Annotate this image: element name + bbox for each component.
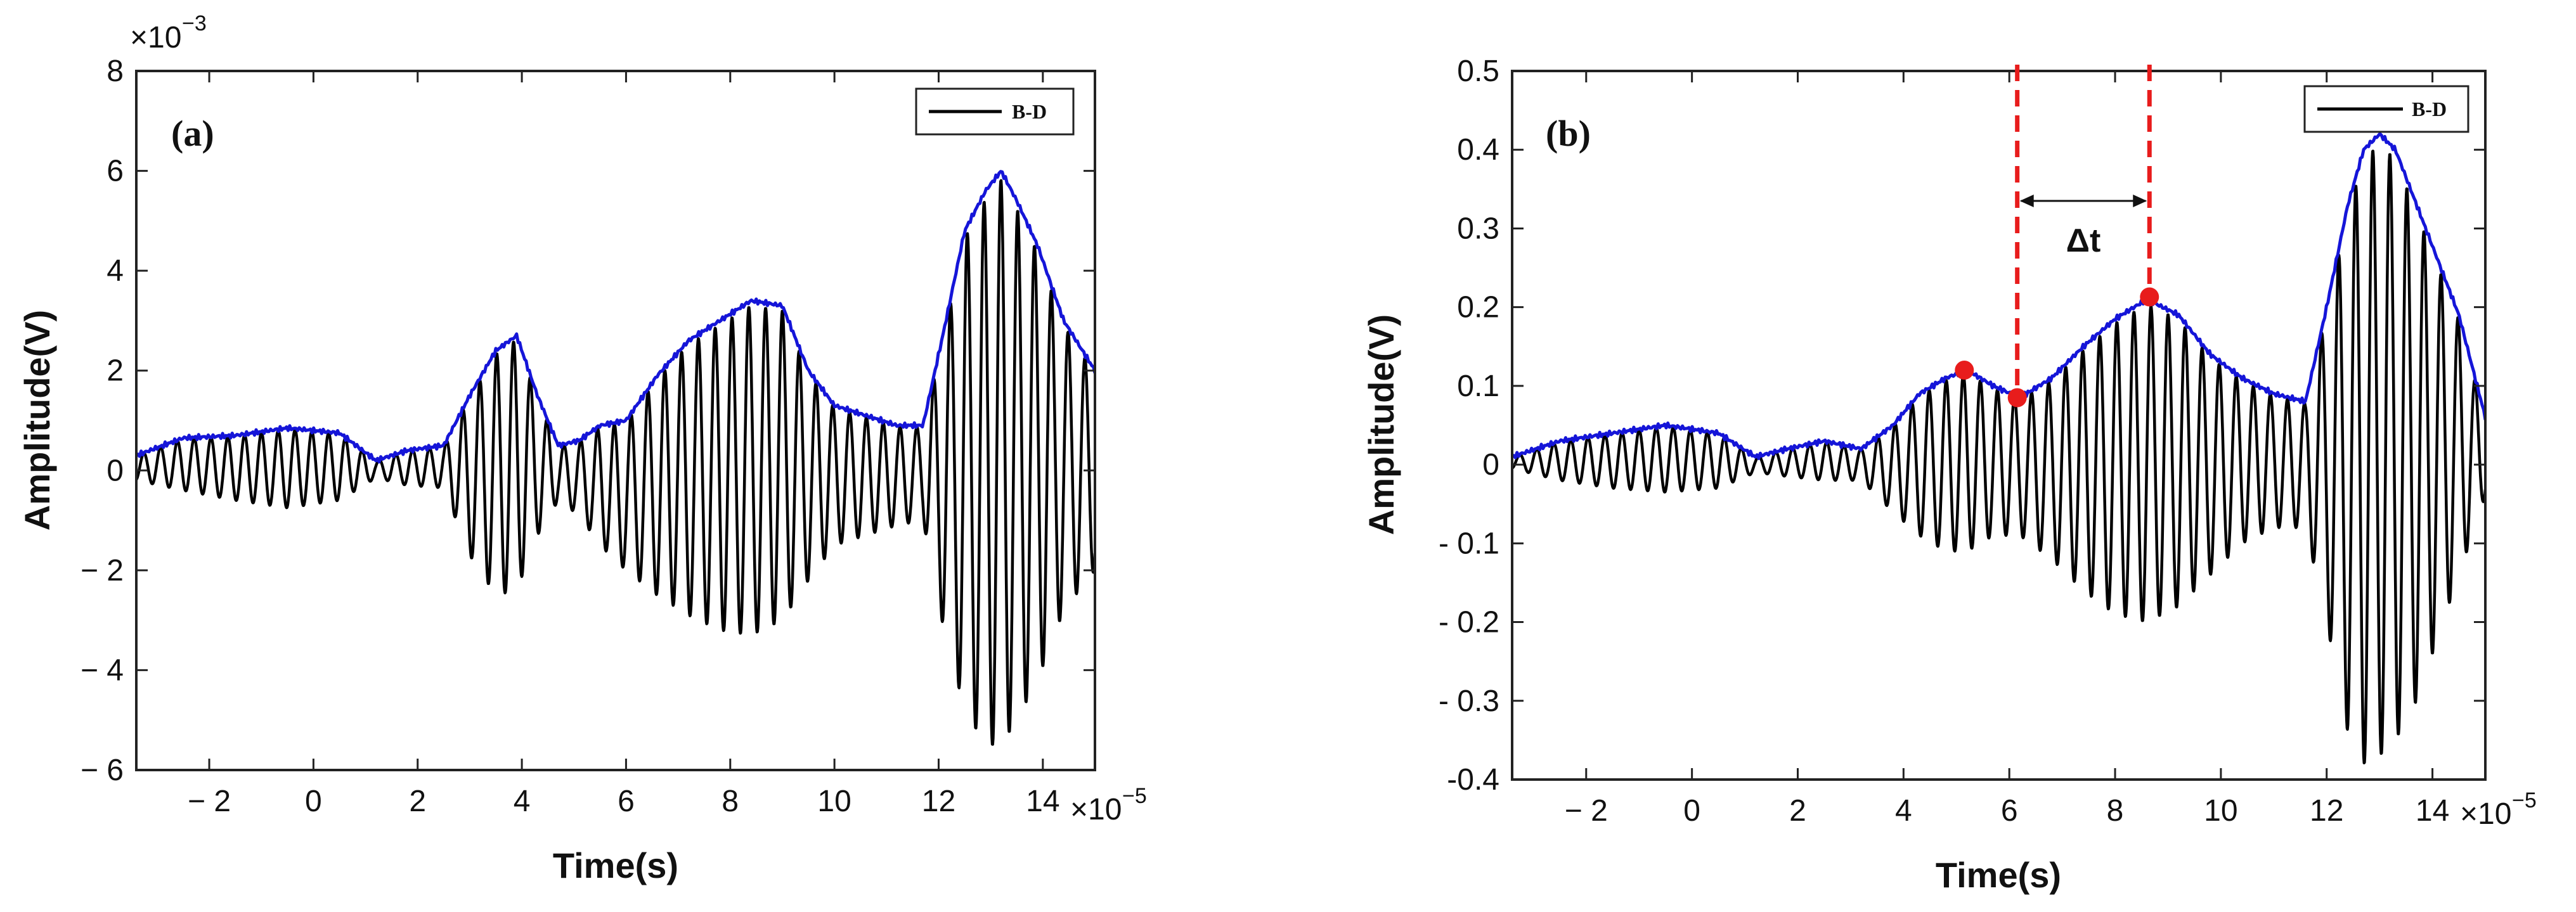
panel-b-xtick-label: 14 [2416,794,2449,828]
panel-b-ytick-label: - 0.3 [1439,684,1499,718]
panel-a-ytick-label: − 4 [81,653,124,687]
panel-a-xtick-label: 2 [409,785,426,818]
panel-a-xtick-label: 12 [922,785,955,818]
panel-a-y-exponent: ×10 −3 [130,11,207,55]
panel-b-ytick-label: 0.3 [1457,212,1499,245]
panel-a-ytick-label: 8 [107,55,124,88]
svg-text:×10: ×10 [1070,793,1122,826]
panel-a-label: (a) [171,113,214,154]
panel-b-ytick-label: 0 [1482,448,1499,482]
panel-a-xlabel: Time(s) [553,845,678,885]
panel-b-annotations: Δt [1955,65,2159,408]
panel-b-ytick-label: - 0.1 [1439,527,1499,560]
panel-b-xtick-label: 8 [2107,794,2124,828]
panel-a-xtick-label: − 2 [188,785,231,818]
panel-b-ylabel: Amplitude(V) [1361,314,1401,535]
panel-b-xtick-label: 10 [2204,794,2237,828]
panel-a-axes-frame [135,70,1096,771]
panel-a-xtick-label: 4 [514,785,531,818]
panel-b-x-exponent: ×10 −5 [2460,788,2537,831]
panel-b-arrowhead-left [2019,194,2034,207]
panel-b-ytick-label: 0.5 [1457,55,1499,88]
svg-text:−5: −5 [2512,788,2537,812]
panel-a-xtick-label: 8 [722,785,739,818]
panel-b: − 2 0 2 4 6 8 10 12 14 -0.4 - 0.3 - 0.2 - 0.1 0 0.1 0.2… [1361,55,2537,895]
panel-a-xtick-label: 0 [305,785,322,818]
panel-b-envelope-line [1512,132,2485,460]
panel-a-ytick-label: 2 [107,354,124,388]
panel-b-xtick-label: 0 [1683,794,1700,828]
panel-a-ytick-label: − 2 [81,554,124,588]
svg-text:−3: −3 [182,11,207,35]
panel-b-legend-label: B-D [2412,98,2447,120]
svg-text:−5: −5 [1122,784,1147,808]
panel-b-peak-marker [2007,388,2027,408]
panel-b-peak-marker [2140,287,2159,307]
panel-a-ytick-label: 6 [107,155,124,188]
panel-b-plot-area [1512,132,2485,765]
panel-a-x-exponent: ×10 −5 [1070,784,1147,826]
panel-b-xtick-label: − 2 [1565,794,1608,828]
panel-b-legend: B-D [2303,85,2469,133]
panel-a-legend-label: B-D [1012,100,1047,123]
panel-a-xtick-label: 6 [618,785,635,818]
panel-b-ytick-label: 0.1 [1457,369,1499,403]
panel-a-signal-line [136,179,1095,746]
panel-b-xlabel: Time(s) [1936,855,2061,895]
panel-a-ylabel: Amplitude(V) [17,310,57,530]
panel-a-envelope-line [136,170,1095,464]
panel-b-ytick-label: 0.4 [1457,133,1499,167]
svg-text:×10: ×10 [2460,797,2511,831]
panel-a-plot-area [136,170,1095,746]
panel-a-xtick-label: 10 [817,785,851,818]
panel-a-ytick-label: 0 [107,454,124,487]
panel-b-peak-marker [1955,361,1974,380]
panel-a-ytick-label: − 6 [81,754,124,787]
panel-b-ytick-label: 0.2 [1457,291,1499,324]
panel-b-axes-frame [1511,70,2487,781]
panel-a-xtick-label: 14 [1026,785,1059,818]
panel-b-ytick-label: - 0.2 [1439,606,1499,639]
panel-b-xtick-label: 2 [1789,794,1806,828]
panel-b-xtick-label: 12 [2310,794,2343,828]
panel-b-delta-t-label: Δt [2066,222,2101,259]
panel-b-xtick-label: 6 [2001,794,2018,828]
panel-a-ytick-label: 4 [107,254,124,288]
panel-b-signal-line [1512,150,2485,765]
panel-b-ytick-label: -0.4 [1447,763,1499,797]
panel-b-arrowhead-right [2133,194,2147,207]
panel-a: − 2 0 2 4 6 8 10 12 14 − 6 − 4 − 2 0 2 4 6 8 (a) Time(s)… [17,11,1147,885]
panel-b-xtick-label: 4 [1895,794,1912,828]
panel-b-label: (b) [1546,113,1591,154]
panel-a-legend: B-D [915,87,1075,136]
svg-text:×10: ×10 [130,21,181,55]
